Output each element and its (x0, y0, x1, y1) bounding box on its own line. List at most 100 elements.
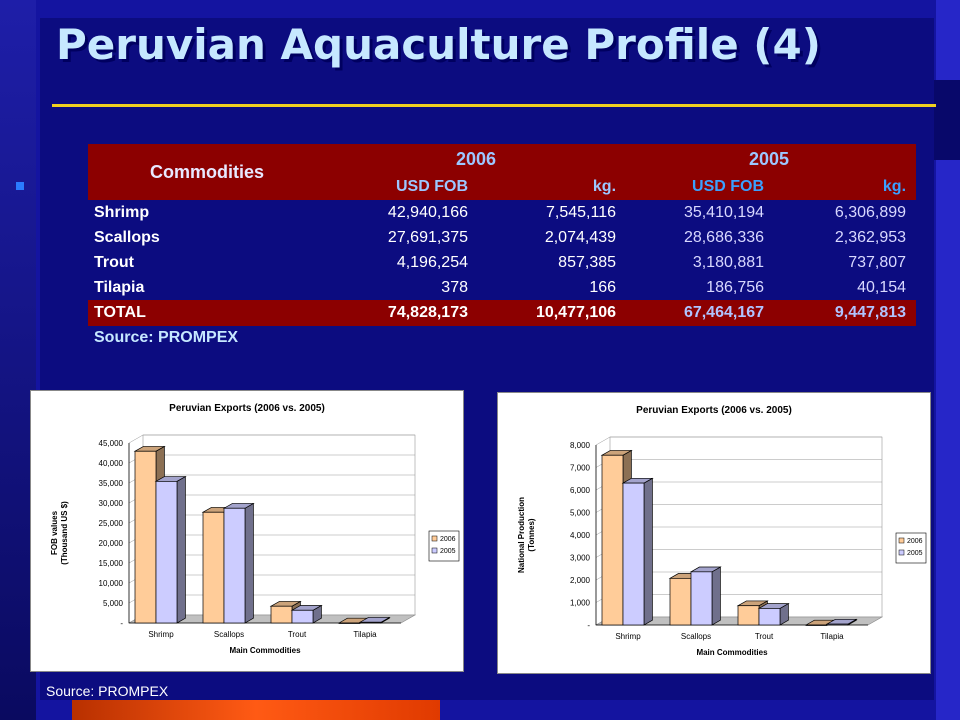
y-tick-label: 25,000 (99, 519, 124, 528)
commodities-table: Commodities 2006 2005 USD FOB kg. USD FO… (88, 144, 917, 350)
y-tick-label: - (587, 621, 590, 630)
table-cell: 737,807 (848, 253, 907, 271)
legend-swatch-2006 (431, 535, 438, 542)
bar-side-2005 (176, 475, 186, 624)
production-chart-svg: - 1,000 2,000 3,000 4,000 5,000 6,000 7,000 8,00… (517, 405, 927, 657)
table-cell: 27,691,375 (387, 228, 468, 246)
y-axis-label: (Thousand US $) (60, 501, 69, 565)
footer-source: Source: PROMPEX (46, 683, 169, 699)
bar-2006 (202, 511, 225, 624)
table-cell: 67,464,167 (626, 300, 775, 326)
total-label: TOTAL (88, 300, 330, 326)
y-tick-label: 1,000 (570, 599, 591, 608)
table-header-units: USD FOB kg. USD FOB kg. (88, 174, 917, 200)
table-cell: 2,074,439 (544, 228, 617, 246)
background-right-block (934, 80, 960, 160)
legend-swatch-2005 (431, 547, 438, 554)
bar-side-2005 (244, 502, 254, 624)
table-cell: 166 (589, 278, 617, 296)
table-cell: 186,756 (706, 278, 765, 296)
y-tick-label: 8,000 (570, 441, 591, 450)
table-cell: 42,940,166 (387, 203, 468, 221)
chart-title: Peruvian Exports (2006 vs. 2005) (169, 403, 325, 414)
x-tick-label: Scallops (214, 630, 244, 639)
chart-title: Peruvian Exports (2006 vs. 2005) (636, 405, 792, 416)
unit-header: kg. (774, 174, 917, 200)
table-row: Shrimp 42,940,166 7,545,116 35,410,194 6… (88, 200, 916, 225)
gridline-diagonal (128, 434, 144, 444)
gridline-diagonal (595, 436, 611, 446)
legend-label: 2005 (440, 548, 456, 555)
x-tick-label: Tilapia (353, 630, 377, 639)
unit-header: USD FOB (626, 174, 775, 200)
commodity-name: Tilapia (94, 278, 145, 296)
y-tick-label: 6,000 (570, 486, 591, 495)
table-row: Scallops 27,691,375 2,074,439 28,686,336… (88, 225, 916, 250)
x-tick-label: Scallops (681, 632, 711, 641)
table-cell: 3,180,881 (692, 253, 765, 271)
slide-title: Peruvian Aquaculture Profile (4) (56, 20, 821, 69)
x-tick-label: Shrimp (148, 630, 174, 639)
decorative-orange-bar (72, 700, 440, 720)
table-cell: 40,154 (857, 278, 907, 296)
bar-2006 (134, 450, 157, 624)
x-tick-label: Trout (755, 632, 774, 641)
table-header-years: Commodities 2006 2005 (88, 144, 917, 200)
x-tick-label: Tilapia (820, 632, 844, 641)
fob-values-chart: - 5,000 10,000 15,000 20,000 25,000 30,000 35,0… (30, 390, 464, 672)
y-tick-label: 30,000 (99, 499, 124, 508)
bar-2005 (758, 608, 781, 626)
commodities-header: Commodities (88, 144, 330, 200)
y-tick-label: 2,000 (570, 576, 591, 585)
bar-2005 (223, 507, 246, 624)
y-tick-label: 7,000 (570, 464, 591, 473)
x-tick-label: Trout (288, 630, 307, 639)
bar-2005 (622, 482, 645, 626)
table-cell: 9,447,813 (774, 300, 917, 326)
bar-2005 (690, 571, 713, 626)
unit-header: USD FOB (330, 174, 478, 200)
bar-side-2005 (711, 566, 721, 626)
bar-side-2005 (643, 477, 653, 626)
bar-2006 (669, 577, 692, 626)
year-2006-header: 2006 (330, 144, 627, 174)
y-axis-label: (Tonnes) (527, 518, 536, 552)
table-cell: 35,410,194 (683, 203, 765, 221)
bar-2006 (737, 605, 760, 626)
bullet-marker (16, 182, 24, 190)
bar-2005 (359, 621, 382, 624)
y-tick-label: 15,000 (99, 559, 124, 568)
table-cell: 28,686,336 (683, 228, 765, 246)
unit-header: kg. (478, 174, 627, 200)
bar-2005 (155, 481, 178, 624)
table-cell: 10,477,106 (478, 300, 627, 326)
production-chart: - 1,000 2,000 3,000 4,000 5,000 6,000 7,000 8,00… (497, 392, 931, 674)
commodity-name: Trout (94, 253, 134, 271)
y-tick-label: - (120, 619, 123, 628)
y-tick-label: 20,000 (99, 539, 124, 548)
bar-2005 (826, 623, 849, 626)
table-cell: 6,306,899 (834, 203, 907, 221)
fob-values-chart-svg: - 5,000 10,000 15,000 20,000 25,000 30,000 35,0… (50, 403, 460, 655)
y-tick-label: 45,000 (99, 439, 124, 448)
y-tick-label: 3,000 (570, 554, 591, 563)
commodity-name: Scallops (94, 228, 160, 246)
y-tick-label: 10,000 (99, 579, 124, 588)
table-cell: 74,828,173 (330, 300, 478, 326)
y-tick-label: 5,000 (103, 599, 124, 608)
bar-2006 (601, 454, 624, 626)
table-total-row: TOTAL 74,828,173 10,477,106 67,464,167 9… (88, 300, 917, 326)
legend-label: 2006 (440, 536, 456, 543)
legend-label: 2006 (907, 538, 923, 545)
table-row: Tilapia 378 166 186,756 40,154 (88, 275, 916, 300)
bar-2006 (805, 624, 828, 626)
table-cell: 857,385 (558, 253, 617, 271)
bar-2005 (291, 609, 314, 624)
y-tick-label: 5,000 (570, 509, 591, 518)
legend-swatch-2005 (898, 549, 905, 556)
table-cell: 4,196,254 (396, 253, 468, 271)
x-axis-label: Main Commodities (696, 648, 768, 657)
table-cell: 7,545,116 (546, 203, 617, 221)
y-axis-label: National Production (517, 497, 526, 573)
year-2005-header: 2005 (626, 144, 917, 174)
